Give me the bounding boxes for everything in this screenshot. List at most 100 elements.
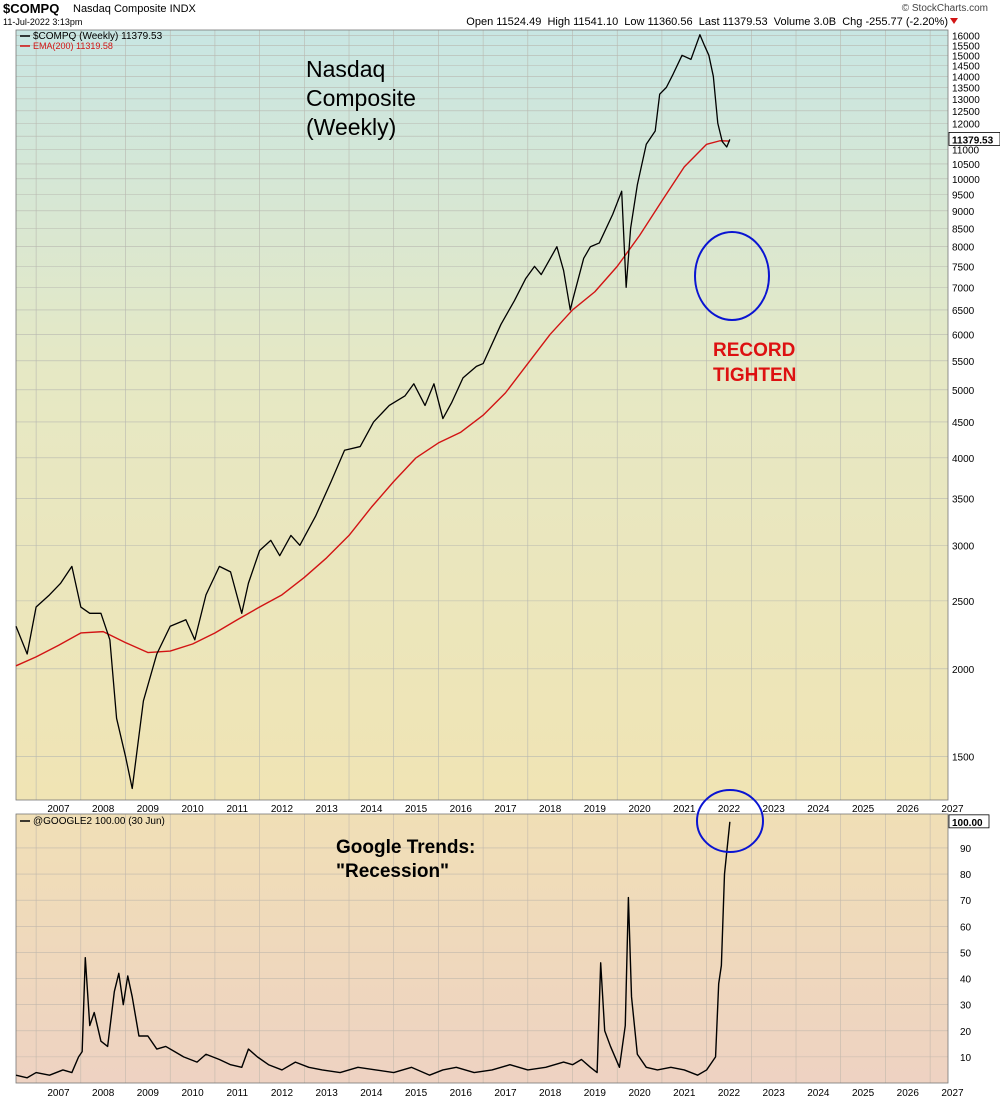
header-symbol: $COMPQ [3,1,60,16]
trends-x-tick-label: 2027 [941,1088,964,1099]
price-y-tick-label: 15500 [952,41,980,52]
price-y-tick-label: 14500 [952,62,980,73]
price-y-tick-label: 2500 [952,597,975,608]
price-chart-title-line: Composite [306,85,416,111]
trends-chart-title-line: "Recession" [336,861,449,882]
price-y-tick-label: 10500 [952,160,980,171]
price-y-tick-label: 13000 [952,95,980,106]
price-y-tick-label: 12500 [952,107,980,118]
trends-y-tick-label: 90 [960,844,972,855]
price-y-tick-label: 2000 [952,665,975,676]
highlight-circle-trends [696,789,764,853]
price-y-tick-label: 9000 [952,207,975,218]
trends-y-tick-label: 60 [960,922,972,933]
trends-x-tick-label: 2013 [316,1088,339,1099]
price-chart-title: Nasdaq Composite (Weekly) [306,56,416,140]
trends-x-tick-label: 2020 [628,1088,651,1099]
price-x-tick-label: 2025 [852,804,875,815]
price-x-tick-label: 2007 [47,804,70,815]
price-y-tick-label: 9500 [952,190,975,201]
price-chart-title-line: Nasdaq [306,56,385,82]
trends-x-tick-label: 2019 [584,1088,607,1099]
trends-x-tick-label: 2010 [181,1088,204,1099]
price-x-tick-label: 2012 [271,804,294,815]
annotation-tighten: TIGHTEN [713,365,796,386]
header-timestamp: 11-Jul-2022 3:13pm [3,17,83,27]
trends-x-tick-label: 2024 [807,1088,830,1099]
price-plot-frame [15,29,949,801]
price-y-tick-label: 14000 [952,72,980,83]
trends-y-tick-label: 20 [960,1027,972,1038]
trends-y-tick-label: 80 [960,870,972,881]
trends-x-tick-label: 2015 [405,1088,428,1099]
price-y-tick-label: 5500 [952,357,975,368]
price-y-tick-label: 15000 [952,51,980,62]
price-x-tick-label: 2016 [450,804,473,815]
trends-x-tick-label: 2014 [360,1088,383,1099]
price-last-value-box [948,132,1000,146]
trends-x-tick-label: 2022 [718,1088,741,1099]
price-x-tick-label: 2021 [673,804,696,815]
legend-price-label: $COMPQ (Weekly) 11379.53 [33,31,163,42]
trends-x-tick-label: 2007 [47,1088,70,1099]
trends-last-value-box [948,814,990,829]
trends-y-tick-label: 50 [960,948,972,959]
price-x-tick-label: 2013 [316,804,339,815]
chg-down-icon [950,18,958,24]
price-x-tick-label: 2010 [181,804,204,815]
trends-x-tick-label: 2009 [137,1088,160,1099]
trends-chart-title: Google Trends: "Recession" [336,837,475,882]
price-y-tick-label: 12000 [952,119,980,130]
trends-chart-title-line: Google Trends: [336,837,475,858]
legend-trends-label: @GOOGLE2 100.00 (30 Jun) [33,816,165,827]
header-source: © StockCharts.com [901,3,988,14]
trends-panel: 10 20 30 40 50 60 70 80 90 2007 2008 2009 2010 2011 20… [15,789,990,1099]
annotation-record: RECORD [713,340,795,361]
price-x-tick-label: 2023 [763,804,786,815]
trends-y-tick-label: 30 [960,1001,972,1012]
header-name: Nasdaq Composite INDX [73,3,196,15]
trends-x-tick-label: 2018 [539,1088,562,1099]
trends-x-tick-label: 2016 [450,1088,473,1099]
trends-x-tick-label: 2026 [897,1088,920,1099]
price-x-tick-label: 2019 [584,804,607,815]
trends-x-tick-label: 2008 [92,1088,115,1099]
price-y-tick-label: 6000 [952,330,975,341]
trends-x-tick-label: 2011 [227,1088,249,1099]
price-x-tick-label: 2011 [227,804,249,815]
highlight-circle-price [694,231,770,321]
trends-plot-bg [16,814,948,1083]
price-y-tick-label: 11000 [952,146,980,157]
trends-x-tick-label: 2021 [673,1088,696,1099]
price-y-tick-label: 3000 [952,541,975,552]
price-panel: 1500 2000 2500 3000 3500 4000 4500 5000 5500 6000… [15,29,1000,815]
price-y-tick-label: 4000 [952,454,975,465]
google-trends-line [15,821,731,1079]
price-y-tick-label: 7000 [952,283,975,294]
price-x-tick-label: 2027 [941,804,964,815]
price-y-tick-label: 13500 [952,83,980,94]
trends-last-value-label: 100.00 [952,818,983,829]
trends-x-tick-label: 2017 [494,1088,517,1099]
price-x-tick-label: 2009 [137,804,160,815]
price-y-tick-label: 6500 [952,306,975,317]
legend-ema-label: EMA(200) 11319.58 [33,41,113,51]
price-x-tick-label: 2014 [360,804,383,815]
price-chart-title-line: (Weekly) [306,114,396,140]
price-x-tick-label: 2022 [718,804,741,815]
price-x-tick-label: 2008 [92,804,115,815]
trends-y-tick-label: 40 [960,975,972,986]
price-plot-bg [16,30,948,800]
price-line [15,34,731,790]
price-x-tick-label: 2017 [494,804,517,815]
trends-x-tick-label: 2025 [852,1088,875,1099]
price-y-tick-label: 10000 [952,175,980,186]
price-y-tick-label: 1500 [952,752,975,763]
price-last-value-label: 11379.53 [952,135,994,146]
price-x-tick-label: 2024 [807,804,830,815]
price-x-tick-label: 2026 [897,804,920,815]
trends-plot-frame [15,813,949,1084]
price-y-tick-label: 4500 [952,418,975,429]
price-y-tick-label: 8000 [952,243,975,254]
